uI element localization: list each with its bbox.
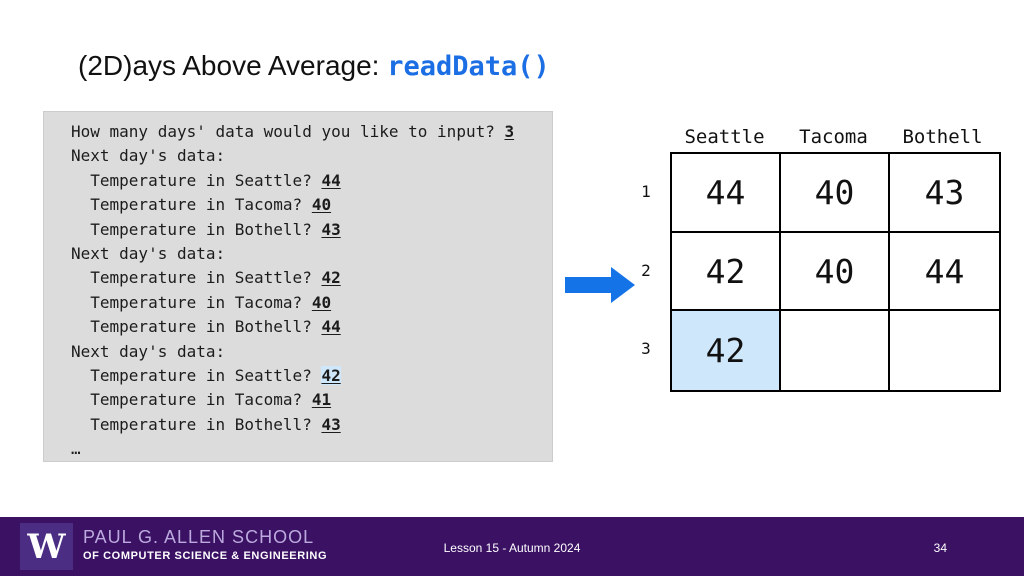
right-arrow-icon	[565, 267, 635, 303]
prompt-text: Temperature in Seattle?	[71, 366, 322, 386]
console-line: Next day's data:	[71, 242, 552, 266]
prompt-text: How many days' data would you like to in…	[71, 122, 505, 141]
title-text: (2D)ays Above Average:	[78, 50, 388, 81]
table-cell: 44	[890, 233, 999, 312]
console-line: Temperature in Tacoma? 40	[71, 291, 552, 315]
console-line: How many days' data would you like to in…	[71, 120, 552, 144]
console-line: Temperature in Seattle? 42	[71, 266, 552, 290]
footer-bar: W PAUL G. ALLEN SCHOOL OF COMPUTER SCIEN…	[0, 517, 1024, 576]
column-header: Tacoma	[799, 126, 868, 148]
console-output-box: How many days' data would you like to in…	[43, 111, 553, 462]
prompt-text: Next day's data:	[71, 244, 226, 264]
console-line: Temperature in Bothell? 43	[71, 413, 552, 437]
temperature-table: 44 40 43 42 40 44 42	[670, 152, 1001, 393]
user-input-value: 43	[321, 219, 341, 239]
prompt-text: Next day's data:	[71, 146, 226, 166]
table-cell: 40	[781, 232, 890, 312]
user-input-value: 40	[311, 292, 332, 312]
table-column-headers: Seattle Tacoma Bothell	[670, 126, 997, 148]
table-cell: 42	[672, 232, 781, 312]
row-label: 1	[641, 181, 651, 201]
prompt-text: Temperature in Seattle?	[71, 268, 322, 288]
row-label: 3	[641, 339, 651, 359]
uw-w-icon: W	[27, 526, 66, 567]
table-cell: 40	[781, 154, 890, 233]
prompt-text: Temperature in Seattle?	[71, 170, 322, 190]
user-input-value: 3	[504, 122, 515, 141]
user-input-value: 43	[321, 414, 341, 434]
table-cell	[890, 311, 999, 390]
prompt-text: Temperature in Bothell?	[71, 219, 322, 239]
prompt-text: Temperature in Bothell?	[71, 414, 322, 434]
console-line: Next day's data:	[71, 144, 552, 168]
console-line: Temperature in Seattle? 44	[71, 169, 552, 193]
prompt-text: Temperature in Tacoma?	[71, 195, 312, 215]
console-line: Temperature in Tacoma? 41	[71, 388, 552, 412]
prompt-text: Temperature in Bothell?	[71, 317, 322, 337]
table-cell: 42	[672, 311, 781, 391]
prompt-text: …	[71, 439, 81, 459]
prompt-text: Temperature in Tacoma?	[71, 292, 312, 312]
user-input-value: 40	[311, 195, 332, 215]
title-code-text: readData()	[387, 51, 550, 82]
school-name: PAUL G. ALLEN SCHOOL OF COMPUTER SCIENCE…	[83, 527, 327, 562]
page-number: 34	[933, 541, 947, 555]
page-title: (2D)ays Above Average: readData()	[78, 50, 550, 82]
school-name-line1: PAUL G. ALLEN SCHOOL	[83, 527, 315, 547]
console-line: Temperature in Bothell? 43	[71, 218, 552, 242]
table-cell	[781, 311, 890, 391]
user-input-value: 41	[311, 390, 332, 410]
table-row-labels: 1 2 3	[630, 152, 662, 388]
user-input-value: 44	[321, 317, 341, 337]
uw-logo: W	[20, 523, 73, 570]
user-input-value: 44	[321, 170, 341, 190]
column-header: Bothell	[902, 126, 983, 148]
row-label: 2	[641, 260, 651, 280]
console-line: …	[71, 437, 552, 461]
user-input-value: 42	[321, 366, 341, 386]
school-name-line2: OF COMPUTER SCIENCE & ENGINEERING	[83, 550, 328, 562]
column-header: Seattle	[684, 126, 765, 148]
user-input-value: 42	[321, 268, 341, 288]
console-line: Temperature in Bothell? 44	[71, 315, 552, 339]
lesson-label: Lesson 15 - Autumn 2024	[443, 541, 581, 555]
prompt-text: Next day's data:	[71, 341, 226, 361]
prompt-text: Temperature in Tacoma?	[71, 390, 312, 410]
table-cell: 44	[672, 154, 781, 233]
console-line: Temperature in Tacoma? 40	[71, 193, 552, 217]
table-cell: 43	[890, 154, 999, 233]
console-line: Next day's data:	[71, 340, 552, 364]
console-line: Temperature in Seattle? 42	[71, 364, 552, 388]
